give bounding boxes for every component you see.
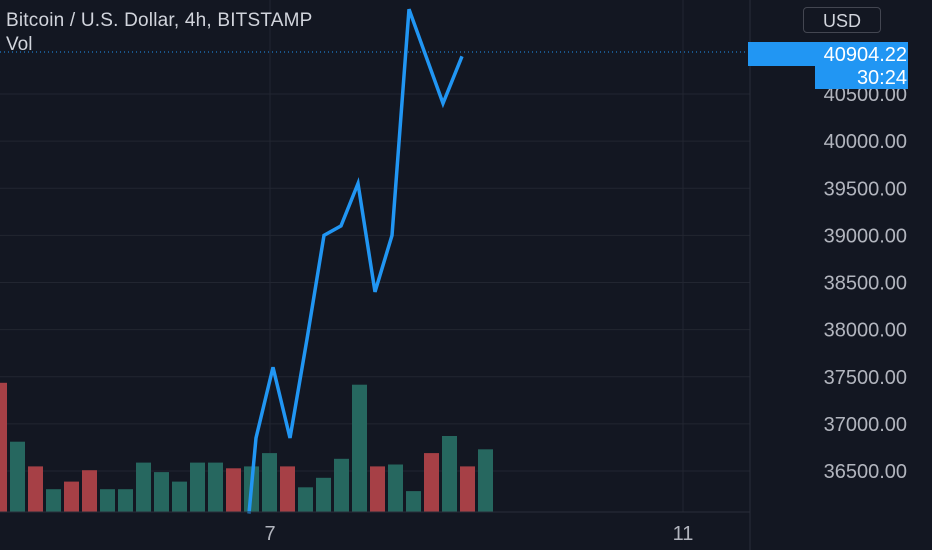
volume-bar xyxy=(352,384,367,512)
price-line-layer xyxy=(247,8,464,514)
time-tick-label: 11 xyxy=(673,523,694,545)
last-price-label: 40904.22 xyxy=(748,42,908,66)
volume-bar xyxy=(478,449,493,512)
volume-bar xyxy=(460,466,475,512)
time-axis-ticks: 7 11 xyxy=(264,523,693,545)
currency-button[interactable]: USD xyxy=(803,7,881,33)
chart-legend: Bitcoin / U.S. Dollar, 4h, BITSTAMP Vol xyxy=(6,9,313,57)
grid-lines xyxy=(0,0,750,512)
bar-countdown: 30:24 xyxy=(857,67,907,89)
volume-bar xyxy=(262,453,277,512)
volume-bar xyxy=(82,470,97,512)
price-tick-label: 40500.00 xyxy=(824,84,907,106)
price-tick-label: 39000.00 xyxy=(824,225,907,247)
price-tick-label: 36500.00 xyxy=(824,461,907,483)
symbol-title[interactable]: Bitcoin / U.S. Dollar, 4h, BITSTAMP xyxy=(6,10,313,31)
time-tick-label: 7 xyxy=(264,523,275,545)
volume-bar xyxy=(154,472,169,512)
volume-bar xyxy=(424,453,439,512)
volume-bar xyxy=(118,489,133,512)
last-price-value: 40904.22 xyxy=(824,44,907,66)
volume-indicator-label[interactable]: Vol xyxy=(6,34,33,55)
volume-bar xyxy=(316,477,331,512)
volume-bar xyxy=(388,464,403,512)
price-tick-label: 37500.00 xyxy=(824,367,907,389)
price-line xyxy=(247,8,464,514)
volume-bar xyxy=(442,436,457,512)
price-tick-label: 38000.00 xyxy=(824,320,907,342)
volume-bar xyxy=(28,466,43,512)
volume-bar xyxy=(46,489,61,512)
axes xyxy=(0,0,751,550)
countdown-label: 30:24 xyxy=(815,66,908,89)
volume-bar xyxy=(406,491,421,512)
volume-bar xyxy=(370,466,385,512)
volume-bar xyxy=(208,462,223,512)
volume-bar xyxy=(298,487,313,512)
price-tick-label: 38500.00 xyxy=(824,273,907,295)
price-tick-label: 40000.00 xyxy=(824,131,907,153)
price-tick-label: 39500.00 xyxy=(824,178,907,200)
volume-bar xyxy=(226,468,241,512)
volume-bar xyxy=(280,466,295,512)
volume-bars xyxy=(0,382,493,512)
volume-bar xyxy=(100,489,115,512)
volume-bar xyxy=(172,481,187,512)
volume-bar xyxy=(334,458,349,512)
price-axis-ticks: 36500.00 37000.00 37500.00 38000.00 38500.00… xyxy=(824,84,907,483)
volume-bar xyxy=(0,382,7,512)
price-tick-label: 37000.00 xyxy=(824,414,907,436)
volume-bar xyxy=(10,441,25,512)
volume-bar xyxy=(64,481,79,512)
volume-bar xyxy=(136,462,151,512)
volume-bar xyxy=(190,462,205,512)
